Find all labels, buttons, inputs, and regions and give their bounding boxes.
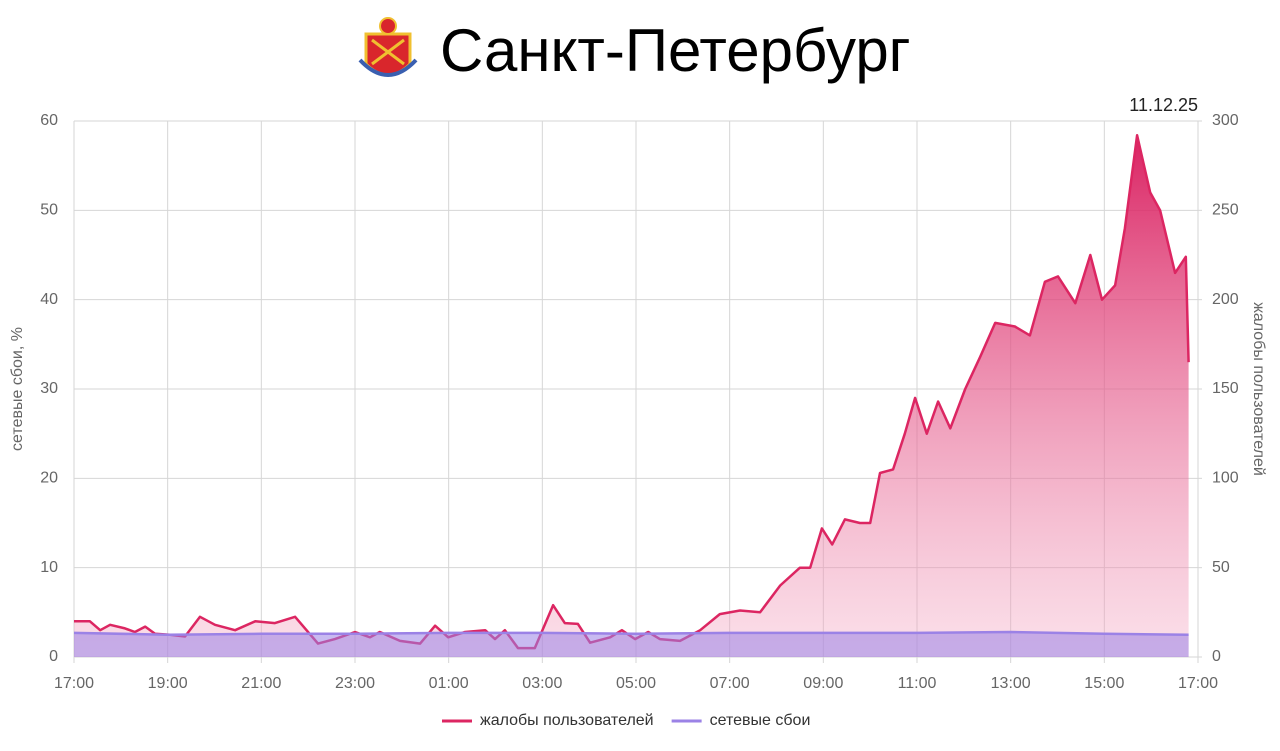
y2-tick-label: 250 [1212, 202, 1239, 219]
y2-axis-label: жалобы пользователей [1250, 302, 1267, 476]
x-tick-label: 21:00 [241, 675, 281, 692]
y2-tick-label: 0 [1212, 648, 1221, 665]
y2-tick-label: 300 [1212, 112, 1239, 129]
y2-tick-label: 50 [1212, 559, 1230, 576]
y-tick-label: 50 [40, 202, 58, 219]
y2-tick-label: 150 [1212, 380, 1239, 397]
x-tick-label: 13:00 [991, 675, 1031, 692]
date-label: 11.12.25 [1129, 95, 1198, 115]
emblem [358, 17, 418, 77]
x-tick-label: 03:00 [522, 675, 562, 692]
x-tick-label: 09:00 [803, 675, 843, 692]
x-tick-label: 19:00 [148, 675, 188, 692]
y2-tick-label: 100 [1212, 470, 1239, 487]
x-tick-label: 05:00 [616, 675, 656, 692]
y-tick-label: 0 [49, 648, 58, 665]
x-tick-label: 17:00 [54, 675, 94, 692]
y-tick-label: 10 [40, 559, 58, 576]
legend-label: сетевые сбои [710, 712, 811, 729]
x-tick-label: 07:00 [710, 675, 750, 692]
y-tick-label: 60 [40, 112, 58, 129]
y-axis-label: сетевые сбои, % [9, 327, 26, 451]
x-tick-label: 15:00 [1084, 675, 1124, 692]
x-tick-label: 01:00 [429, 675, 469, 692]
legend-label: жалобы пользователей [480, 712, 654, 729]
x-tick-label: 23:00 [335, 675, 375, 692]
chart-title: Санкт-Петербург [440, 17, 911, 84]
area [74, 632, 1189, 657]
y2-tick-label: 200 [1212, 291, 1239, 308]
x-tick-label: 17:00 [1178, 675, 1218, 692]
line [73, 630, 1189, 636]
x-tick-label: 11:00 [898, 675, 937, 692]
area [74, 135, 1189, 658]
y-tick-label: 20 [40, 470, 58, 487]
y-tick-label: 40 [40, 291, 58, 308]
y-tick-label: 30 [40, 380, 58, 397]
